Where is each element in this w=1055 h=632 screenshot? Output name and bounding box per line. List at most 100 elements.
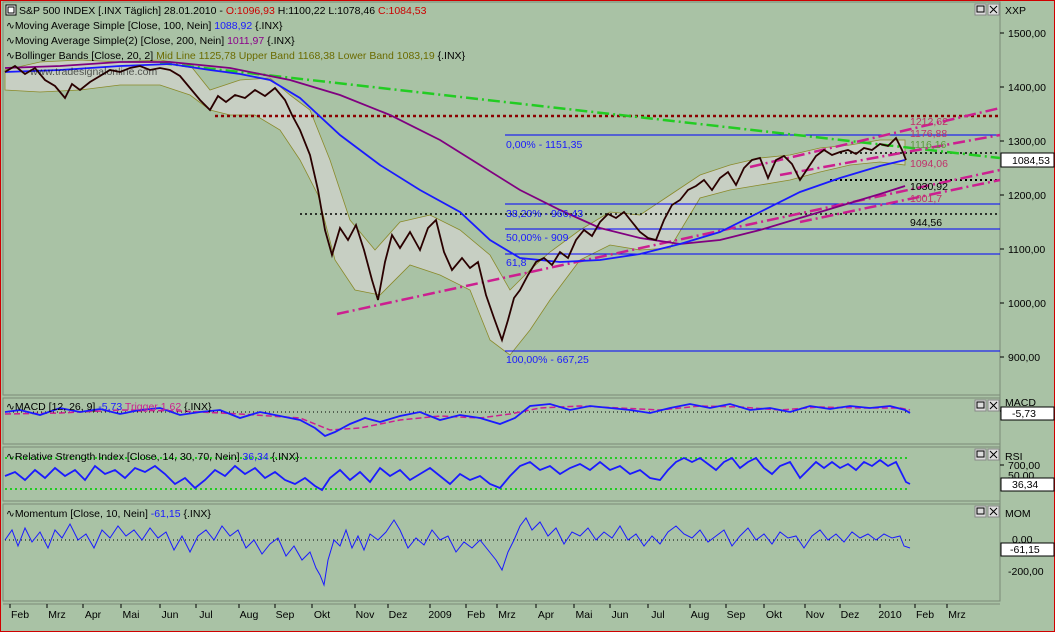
ma100-line: [4, 63, 906, 263]
level-label-1176: 1176,88: [910, 128, 947, 140]
time-tick-label: Okt: [314, 609, 330, 621]
macd-close-button[interactable]: [987, 399, 1000, 412]
header-close: C:1084,53: [378, 5, 427, 17]
rsi-line: [4, 456, 911, 492]
level-label-1212: 1212,62: [910, 116, 948, 128]
macd-last-value: -5,73: [1012, 408, 1036, 420]
time-tick-label: Apr: [538, 609, 555, 621]
price-tick-label: 1000,00: [1008, 298, 1046, 310]
macd-axis-title: MACD: [1005, 397, 1036, 409]
legend-ma100[interactable]: ∿Moving Average Simple [Close, 100, Nein…: [6, 20, 283, 32]
mom-tick-minus200: -200,00: [1008, 566, 1044, 578]
momentum-line: [4, 517, 911, 587]
macd-panel[interactable]: [2, 397, 1001, 445]
time-axis: Feb Mrz Apr Mai Jun Jul Aug Sep Okt Nov Dez 2009 Feb…: [9, 604, 966, 621]
legend-bollinger[interactable]: ∿Bollinger Bands [Close, 20, 2] Mid Line…: [6, 50, 466, 62]
svg-text:S&P 500 INDEX [.INX Täglich]: S&P 500 INDEX [.INX Täglich] 28.01.2010 …: [19, 5, 427, 17]
macd-trigger-value: 1,62: [161, 401, 182, 413]
mom-axis-title: MOM: [1005, 508, 1031, 520]
rsi-last-value: 36,34: [1012, 479, 1038, 491]
close-button[interactable]: [987, 3, 1000, 16]
time-tick-label: Mai: [123, 609, 140, 621]
chart-header: S&P 500 INDEX [.INX Täglich] 28.01.2010 …: [5, 4, 427, 17]
legend-ma200[interactable]: ∿Moving Average Simple(2) [Close, 200, N…: [6, 35, 295, 47]
time-tick-label: Sep: [276, 609, 295, 621]
mom-maximize-button[interactable]: [974, 505, 987, 518]
momentum-panel[interactable]: [2, 503, 1001, 602]
time-tick-label: 2009: [428, 609, 452, 621]
macd-suffix: {.INX}: [181, 401, 212, 413]
time-tick-label: Jul: [199, 609, 212, 621]
time-tick-label: Mrz: [48, 609, 66, 621]
mom-close-button[interactable]: [987, 505, 1000, 518]
time-tick-label: Dez: [389, 609, 408, 621]
time-tick-label: Feb: [11, 609, 29, 621]
mom-label: Momentum [Close, 10, Nein]: [15, 508, 151, 520]
time-tick-label: Aug: [240, 609, 259, 621]
macd-trigger-line: [4, 405, 911, 431]
rsi-legend[interactable]: ∿Relative Strength Index [Close, 14, 30,…: [6, 451, 300, 463]
time-tick-label: Mrz: [498, 609, 516, 621]
mom-legend[interactable]: ∿Momentum [Close, 10, Nein] -61,15 {.INX…: [6, 508, 211, 520]
price-tick-label: 1100,00: [1008, 244, 1045, 256]
last-price-marker: 1084,53: [1000, 152, 1055, 168]
level-label-944: 944,56: [910, 217, 942, 229]
last-price-value: 1084,53: [1012, 155, 1050, 167]
level-label-1116: 1116,16: [910, 139, 947, 151]
watermark: www.tradesignalonline.com: [29, 66, 157, 78]
time-tick-label: Dez: [841, 609, 860, 621]
macd-maximize-button[interactable]: [974, 399, 987, 412]
mom-last-value: -61,15: [1010, 544, 1040, 556]
level-label-1001: 1001,7: [910, 193, 942, 205]
time-tick-label: Nov: [806, 609, 825, 621]
ma200-line: [4, 61, 906, 245]
header-high-low: H:1100,22 L:1078,46: [275, 5, 378, 17]
time-tick-label: Feb: [467, 609, 485, 621]
macd-value: -5,73: [98, 401, 122, 413]
price-tick-label: 1200,00: [1008, 190, 1046, 202]
legend: ∿Moving Average Simple [Close, 100, Nein…: [6, 20, 466, 78]
fibonacci-lines: [505, 134, 1000, 352]
header-prefix: S&P 500 INDEX [.INX Täglich] 28.01.2010 …: [19, 5, 226, 17]
price-tick-label: 700,00: [1008, 460, 1040, 472]
macd-trigger-text: Trigger: [122, 401, 161, 413]
rsi-suffix: {.INX}: [269, 451, 300, 463]
time-tick-label: Nov: [356, 609, 375, 621]
price-tick-label: 900,00: [1008, 352, 1040, 364]
price-tick-label: 1500,00: [1008, 28, 1046, 40]
rsi-value: 36,34: [242, 451, 268, 463]
price-tick-label: 1400,00: [1008, 82, 1046, 94]
rsi-axis-title: RSI: [1005, 451, 1023, 463]
fib-label-100: 100,00% - 667,25: [506, 354, 589, 366]
header-icon[interactable]: [5, 4, 17, 16]
time-tick-label: Mrz: [948, 609, 966, 621]
price-tick-label: 1300,00: [1008, 136, 1046, 148]
time-tick-label: Jun: [162, 609, 179, 621]
rsi-panel[interactable]: [2, 446, 1001, 502]
time-tick-label: Feb: [916, 609, 934, 621]
header-open: O:1096,93: [226, 5, 275, 17]
time-tick-label: Okt: [766, 609, 782, 621]
level-label-1030: 1030,92: [910, 181, 948, 193]
level-labels: 1212,62 1176,88 1116,16 1094,06 1030,92 …: [910, 116, 948, 229]
fib-label-50: 50,00% - 909: [506, 232, 569, 244]
time-tick-label: Sep: [727, 609, 746, 621]
maximize-button[interactable]: [974, 3, 987, 16]
fib-labels: 0,00% - 1151,35 38,20% - 966,43 50,00% -…: [506, 139, 589, 366]
mom-suffix: {.INX}: [181, 508, 212, 520]
rsi-close-button[interactable]: [987, 448, 1000, 461]
price-line: [4, 64, 907, 343]
macd-legend[interactable]: ∿MACD [12, 26, 9] -5,73 Trigger 1,62 {.I…: [6, 401, 212, 413]
fib-label-618: 61,8: [506, 257, 527, 269]
rsi-label: Relative Strength Index [Close, 14, 30, …: [15, 451, 243, 463]
time-tick-label: Aug: [691, 609, 710, 621]
time-tick-label: Jul: [651, 609, 664, 621]
macd-label: MACD [12, 26, 9]: [15, 401, 98, 413]
svg-text:∿Momentum [Close, 10, Nein] -6: ∿Momentum [Close, 10, Nein] -61,15 {.INX…: [6, 508, 211, 520]
price-axis-title: XXP: [1005, 5, 1026, 17]
macd-line: [4, 403, 911, 438]
rsi-maximize-button[interactable]: [974, 448, 987, 461]
fib-label-0: 0,00% - 1151,35: [506, 139, 582, 151]
mom-value: -61,15: [151, 508, 181, 520]
